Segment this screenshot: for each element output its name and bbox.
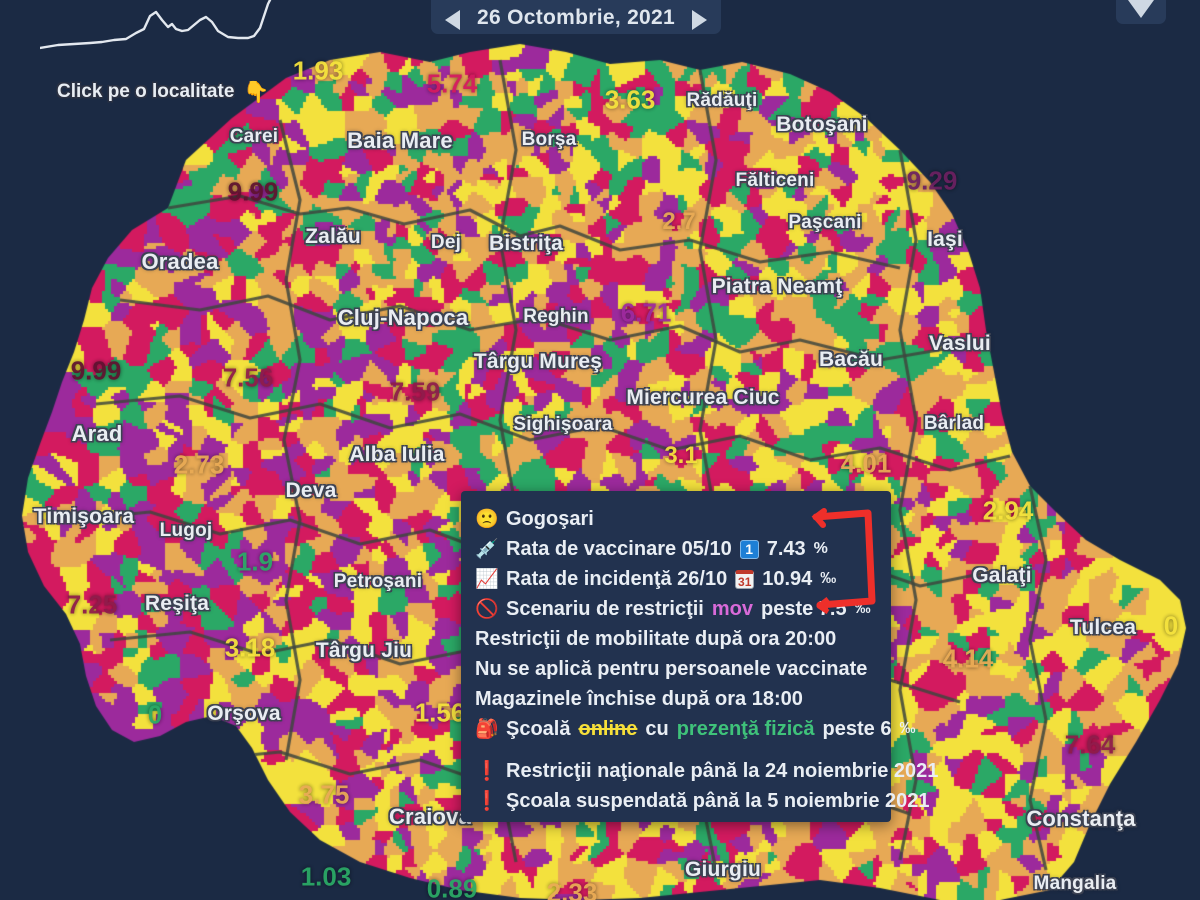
click-hint: Click pe o localitate 👇	[57, 81, 270, 103]
syringe-icon: 💉	[475, 539, 499, 560]
school-prefix: Şcoală	[506, 717, 571, 740]
vaccination-rate-unit: %	[813, 540, 828, 557]
locality-info-panel: 🙁 Gogoşari 💉 Rata de vaccinare 05/10 1 7…	[461, 491, 938, 822]
previous-day-button[interactable]	[445, 10, 460, 30]
rule-row-2: Magazinele închise după ora 18:00	[461, 684, 891, 714]
prohibited-icon: 🚫	[475, 599, 499, 620]
school-unit: ‰	[899, 720, 916, 737]
rule-row-0: Restricţii de mobilitate după ora 20:00	[461, 624, 891, 654]
restriction-scenario-color: mov	[711, 597, 753, 620]
vaccination-rate-value: 7.43	[766, 537, 806, 560]
rule-text-0: Restricţii de mobilitate după ora 20:00	[475, 627, 837, 650]
school-backpack-icon: 🎒	[475, 719, 499, 740]
current-date-label: 26 Octombrie, 2021	[477, 6, 675, 29]
school-physical-mode: prezenţă fizică	[676, 717, 815, 740]
rule-row-1: Nu se aplică pentru persoanele vaccinate	[461, 654, 891, 684]
incidence-date-badge: 31	[735, 569, 755, 589]
epidemic-curve-sparkline	[40, 0, 272, 50]
incidence-rate-unit: ‰	[820, 570, 837, 587]
locality-name: Gogoşari	[506, 507, 594, 530]
restriction-scenario-row: 🚫 Scenariu de restricţii mov peste 7.5 ‰	[461, 594, 891, 624]
menu-dropdown-button[interactable]	[1116, 0, 1166, 24]
restriction-scenario-threshold: peste 7.5	[761, 597, 847, 620]
exclamation-icon: ❗	[475, 761, 499, 782]
rule-text-2: Magazinele închise după ora 18:00	[475, 687, 803, 710]
click-hint-label: Click pe o localitate	[57, 81, 235, 102]
pointing-down-hand-icon: 👇	[243, 80, 270, 104]
school-rule-row: 🎒 Şcoală online cu prezenţă fizică peste…	[461, 714, 915, 744]
date-navigation-bar[interactable]: 26 Octombrie, 2021	[431, 0, 721, 34]
chart-increasing-icon: 📈	[475, 569, 499, 590]
panel-spacer	[461, 744, 891, 756]
warning-text-0: Restricţii naţionale până la 24 noiembri…	[506, 759, 939, 782]
school-threshold: peste 6	[822, 717, 892, 740]
incidence-rate-value: 10.94	[762, 567, 813, 590]
school-conjunction: cu	[645, 717, 669, 740]
restriction-scenario-label: Scenariu de restricţii	[506, 597, 704, 620]
warning-text-1: Şcoala suspendată până la 5 noiembrie 20…	[506, 789, 930, 812]
warning-row-0: ❗ Restricţii naţionale până la 24 noiemb…	[461, 756, 938, 786]
chevron-down-icon	[1128, 0, 1154, 18]
vaccination-dose-badge: 1	[739, 539, 759, 559]
rule-text-1: Nu se aplică pentru persoanele vaccinate	[475, 657, 868, 680]
warning-row-1: ❗ Şcoala suspendată până la 5 noiembrie …	[461, 786, 930, 816]
exclamation-icon: ❗	[475, 791, 499, 812]
vaccination-rate-label: Rata de vaccinare 05/10	[506, 537, 732, 560]
restriction-scenario-unit: ‰	[854, 600, 871, 617]
locality-name-row: 🙁 Gogoşari	[461, 504, 891, 534]
incidence-rate-row: 📈 Rata de incidenţă 26/10 31 10.94 ‰	[461, 564, 891, 594]
next-day-button[interactable]	[692, 10, 707, 30]
vaccination-rate-row: 💉 Rata de vaccinare 05/10 1 7.43 %	[461, 534, 891, 564]
school-online-mode: online	[578, 717, 638, 740]
frowning-face-icon: 🙁	[475, 509, 499, 530]
incidence-rate-label: Rata de incidenţă 26/10	[506, 567, 728, 590]
